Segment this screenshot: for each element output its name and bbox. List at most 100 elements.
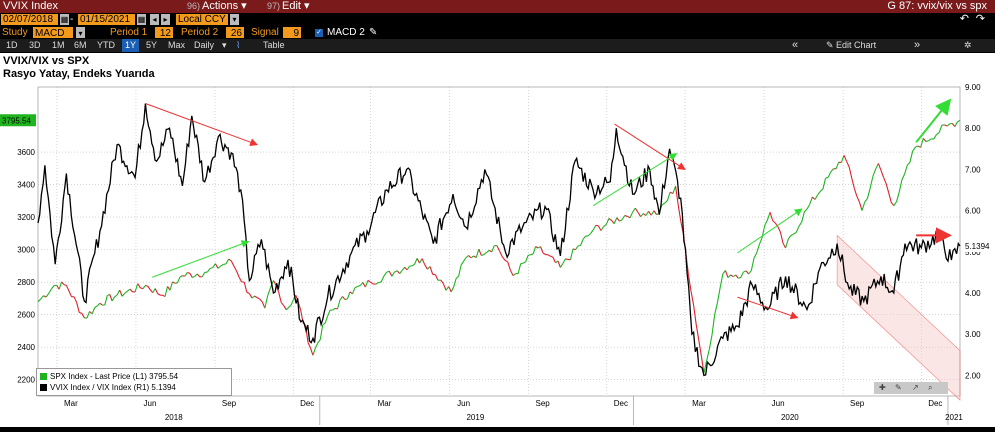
end-date-field[interactable]: 01/15/2021 — [78, 14, 135, 25]
spx-segment — [145, 285, 147, 286]
spx-segment — [318, 340, 320, 343]
chevron-down-icon[interactable]: ▾ — [76, 27, 85, 38]
spx-segment — [471, 256, 474, 258]
spx-segment — [873, 169, 876, 176]
range-6m[interactable]: 6M — [74, 39, 87, 52]
collapse-icon[interactable]: « — [792, 39, 798, 52]
green-trend-arrow — [737, 209, 801, 253]
spx-segment — [881, 170, 884, 177]
spx-segment — [651, 211, 654, 216]
spx-segment — [244, 282, 247, 292]
spx-segment — [952, 123, 955, 126]
calendar-icon[interactable]: ▦ — [60, 14, 69, 25]
spx-segment — [202, 272, 204, 276]
spx-segment — [581, 239, 584, 245]
table-button[interactable]: Table — [263, 39, 285, 52]
spx-segment — [289, 305, 291, 307]
spx-segment — [262, 302, 265, 308]
currency-select[interactable]: Local CCY — [176, 14, 228, 25]
spx-segment — [553, 257, 555, 263]
range-ytd[interactable]: YTD — [97, 39, 115, 52]
year-tick-label: 2020 — [781, 413, 799, 422]
spx-segment — [891, 202, 894, 205]
chevron-down-icon[interactable]: ▾ — [222, 39, 227, 52]
range-1m[interactable]: 1M — [52, 39, 65, 52]
undo-icon[interactable]: ↶ — [960, 13, 969, 26]
spx-segment — [786, 239, 789, 248]
right-tick-label: 9.00 — [965, 83, 981, 92]
spx-segment — [796, 226, 799, 232]
period2-field[interactable]: 26 — [226, 27, 244, 38]
spx-segment — [820, 189, 823, 191]
spx-segment — [913, 147, 916, 151]
plus-icon[interactable]: ✚ — [879, 382, 886, 394]
range-5y[interactable]: 5Y — [146, 39, 157, 52]
left-arrow-icon[interactable]: ◂ — [150, 14, 159, 25]
start-date-field[interactable]: 02/07/2018 — [1, 14, 58, 25]
spx-segment — [257, 298, 260, 299]
spx-segment — [799, 222, 802, 226]
edit-menu[interactable]: 97)Edit ▾ — [267, 0, 310, 13]
zoom-controls: ✚ ✎ ↗ ⌕ — [874, 382, 948, 394]
arrow-icon[interactable]: ↗ — [912, 382, 919, 394]
line-chart-icon[interactable]: ⌇ — [236, 39, 240, 52]
spx-segment — [619, 220, 622, 221]
frequency-select[interactable]: Daily — [194, 39, 214, 52]
zoom-icon[interactable]: ⌕ — [928, 382, 932, 394]
spx-segment — [502, 257, 505, 261]
range-max[interactable]: Max — [168, 39, 185, 52]
spx-segment — [746, 271, 749, 274]
spx-segment — [807, 204, 810, 209]
range-1y[interactable]: 1Y — [122, 39, 139, 52]
spx-segment — [313, 348, 315, 355]
macd2-checkbox[interactable]: ✓ — [315, 29, 323, 37]
spx-segment — [712, 314, 715, 334]
range-1d[interactable]: 1D — [6, 39, 18, 52]
chevron-down-icon[interactable]: ▾ — [230, 14, 239, 25]
spx-segment — [365, 280, 368, 287]
spx-segment — [521, 263, 523, 264]
left-tick-label: 2200 — [17, 376, 35, 385]
spx-segment — [696, 324, 699, 340]
spx-segment — [902, 174, 905, 180]
spx-segment — [497, 246, 500, 252]
period1-field[interactable]: 12 — [155, 27, 173, 38]
spx-segment — [148, 286, 150, 289]
actions-menu[interactable]: 96)Actions ▾ — [187, 0, 247, 13]
right-tick-label: 8.00 — [965, 124, 981, 133]
spx-segment — [939, 125, 942, 133]
pencil-icon[interactable]: ✎ — [369, 26, 377, 39]
study-select[interactable]: MACD — [33, 27, 73, 38]
green-trend-arrow — [916, 100, 950, 142]
calendar-icon[interactable]: ▦ — [137, 14, 146, 25]
spx-segment — [560, 263, 563, 267]
month-tick-label: Mar — [378, 399, 392, 408]
spx-segment — [236, 271, 239, 277]
spx-segment — [731, 275, 734, 277]
spx-segment — [867, 188, 870, 198]
spx-segment — [593, 225, 596, 230]
spx-segment — [641, 214, 644, 217]
left-tick-label: 2400 — [17, 343, 35, 352]
spx-segment — [363, 282, 366, 287]
spx-segment — [601, 227, 604, 231]
gear-icon[interactable]: ✲ — [964, 39, 972, 52]
spx-segment — [286, 307, 288, 309]
spx-segment — [218, 266, 221, 268]
period1-label: Period 1 — [110, 26, 147, 39]
spx-segment — [484, 252, 487, 254]
month-tick-label: Dec — [614, 399, 628, 408]
edit-chart-button[interactable]: ✎ Edit Chart — [826, 39, 876, 52]
signal-field[interactable]: 9 — [283, 27, 301, 38]
range-3d[interactable]: 3D — [29, 39, 41, 52]
right-arrow-icon[interactable]: ▸ — [161, 14, 170, 25]
expand-icon[interactable]: » — [914, 39, 920, 52]
spx-segment — [878, 163, 881, 170]
spx-segment — [221, 264, 224, 266]
signal-label: Signal — [251, 26, 279, 39]
study-label: Study — [2, 26, 28, 39]
legend-swatch — [40, 384, 47, 391]
pencil-icon[interactable]: ✎ — [895, 382, 902, 394]
redo-icon[interactable]: ↷ — [976, 13, 985, 26]
spx-segment — [52, 285, 55, 288]
